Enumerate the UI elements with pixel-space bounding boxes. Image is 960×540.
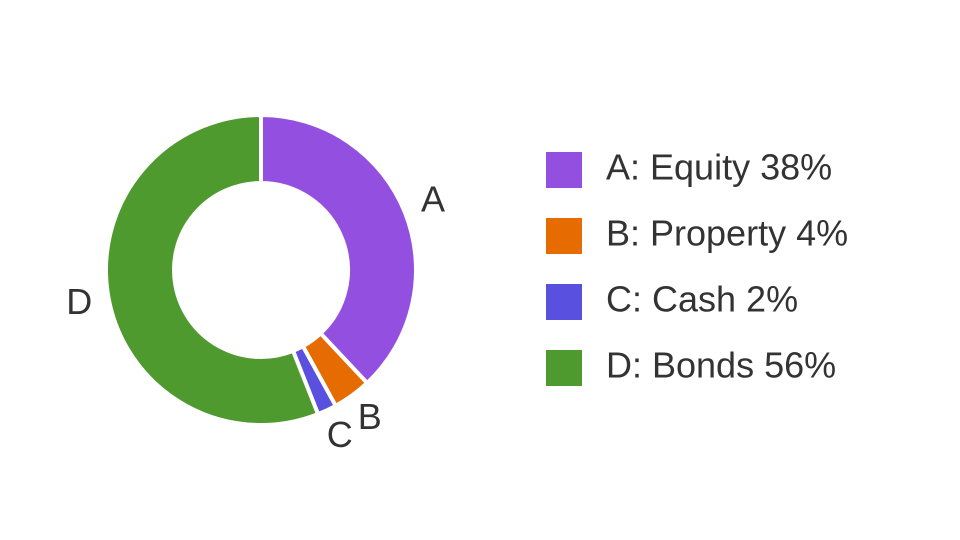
legend-swatch: [546, 218, 582, 254]
legend-text: C: Cash 2%: [606, 279, 798, 320]
slice-label: D: [66, 281, 92, 322]
legend-swatch: [546, 284, 582, 320]
slice-label: B: [358, 396, 382, 437]
slice-label: A: [421, 178, 445, 219]
slice-label: C: [327, 414, 353, 455]
legend-swatch: [546, 350, 582, 386]
legend-text: B: Property 4%: [606, 213, 848, 254]
legend-text: A: Equity 38%: [606, 147, 832, 188]
donut-slice: [259, 112, 418, 386]
legend-swatch: [546, 152, 582, 188]
legend-text: D: Bonds 56%: [606, 345, 836, 386]
donut-slice: [104, 112, 321, 427]
